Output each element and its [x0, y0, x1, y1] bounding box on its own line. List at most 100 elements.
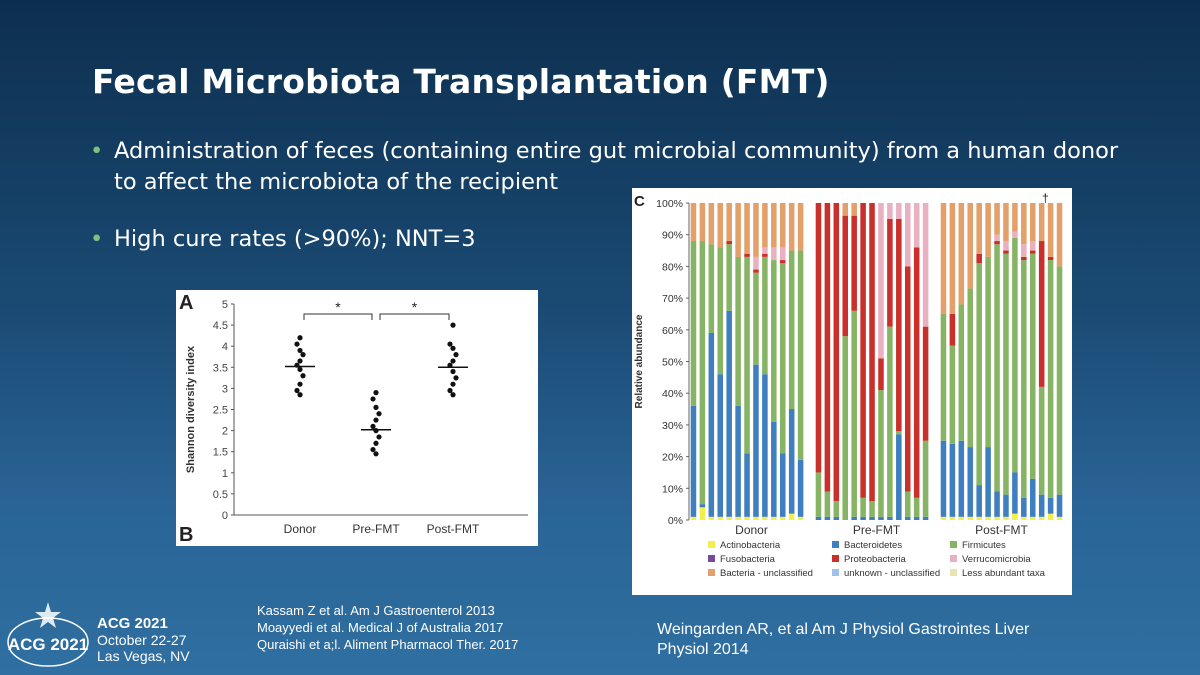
stacked-bar-segment [1047, 203, 1054, 257]
stacked-bar-segment [976, 253, 982, 264]
stacked-bar-segment [940, 516, 947, 520]
data-point [376, 434, 382, 440]
significance-bracket [303, 313, 373, 320]
stacked-bar-segment [860, 203, 866, 498]
data-point [450, 368, 456, 375]
stacked-bar-segment [788, 513, 795, 520]
stacked-bar-segment [1029, 516, 1036, 520]
stacked-bar-segment [690, 516, 697, 520]
relative-abundance-chart: C † 0% 10% 20% 30% 40% 50% 60% 70% 80% 90% 100% Relat… [632, 188, 1072, 595]
data-point [297, 392, 303, 398]
stacked-bar-segment [771, 247, 777, 261]
data-point [447, 341, 453, 347]
stacked-bar-segment [717, 516, 724, 520]
stacked-bar-segment [904, 491, 911, 517]
y-tick-label: 3.5 [213, 362, 228, 374]
data-point [373, 390, 379, 396]
data-point [453, 375, 459, 381]
stacked-bar-segment [1029, 250, 1036, 254]
stacked-bar-segment [1012, 203, 1018, 232]
stacked-bar-segment [815, 472, 822, 517]
data-point [373, 428, 379, 434]
data-point [370, 423, 376, 429]
y-tick-label: 1.5 [213, 447, 228, 459]
stacked-bar-segment [922, 326, 929, 441]
bullet-dot: • [90, 226, 104, 252]
stacked-bar-segment [797, 459, 804, 517]
stacked-bar-segment [1029, 203, 1036, 242]
stacked-bar-segment [726, 516, 732, 520]
data-point [297, 366, 303, 373]
stacked-bar-segment [797, 250, 804, 460]
stacked-bar-segment [1003, 241, 1009, 251]
stacked-bar-segment [771, 260, 777, 422]
data-point [373, 404, 379, 410]
stacked-bar-segment [1029, 478, 1036, 517]
stacked-bar-segment [904, 203, 911, 267]
data-point [447, 387, 453, 394]
stacked-bar-segment [690, 203, 697, 242]
y-tick-label: 2.5 [213, 405, 228, 417]
stacked-bar-segment [1029, 253, 1036, 479]
stacked-bar-segment [744, 203, 750, 254]
stacked-bar-segment [896, 218, 902, 432]
stacked-bar-segment [762, 374, 768, 517]
x-tick-label: Pre-FMT [352, 522, 400, 536]
stacked-bar-segment [779, 453, 786, 517]
panel-label-c: C [634, 193, 645, 210]
stacked-bar-segment [762, 516, 768, 520]
legend-swatch [708, 541, 715, 548]
legend-swatch [708, 555, 715, 562]
stacked-bar-segment [726, 310, 732, 517]
stacked-bar-segment [744, 453, 750, 517]
shannon-diversity-svg: 0 0.5 1 1.5 2 2.5 3 3.5 4 4.5 5 Shannon diversity i… [179, 292, 528, 546]
y-tick-label: 60% [662, 325, 683, 337]
stacked-bar-segment [735, 203, 741, 257]
dagger-marker: † [1042, 191, 1049, 205]
stacked-bar-segment [699, 507, 706, 520]
stacked-bar-segment [735, 516, 741, 520]
x-tick-label: Donor [284, 522, 317, 536]
reference-line: Moayyedi et al. Medical J of Australia 2… [257, 620, 504, 635]
stacked-bar-segment [797, 516, 804, 520]
group-label: Donor [735, 523, 768, 537]
stacked-bar-segment [985, 447, 991, 517]
stacked-bar-segment [860, 497, 866, 517]
stacked-bar-segment [1056, 494, 1063, 517]
stacked-bar-segment [1038, 516, 1045, 520]
stacked-bar-segment [922, 203, 929, 327]
stacked-bar-segment [824, 516, 831, 520]
stacked-bar-segment [949, 313, 956, 346]
legend-swatch [950, 555, 957, 562]
bullet-2-line-1: High cure rates (>90%); NNT=3 [114, 226, 476, 252]
stacked-bar-segment [851, 516, 857, 520]
stacked-bar-segment [717, 374, 724, 517]
data-point [300, 352, 306, 358]
y-tick-label: 10% [662, 483, 683, 495]
data-point [370, 446, 376, 453]
stacked-bar-segment [913, 516, 920, 520]
stacked-bar-segment [851, 203, 857, 216]
stacked-bar-segment [994, 203, 1000, 235]
data-point [447, 362, 453, 368]
y-tick-label: 2 [222, 426, 228, 438]
data-point [373, 451, 379, 457]
stacked-bar-segment [1047, 513, 1054, 520]
stacked-bar-segment [708, 516, 715, 520]
y-axis-label: Shannon diversity index [185, 345, 197, 473]
data-point [297, 381, 303, 387]
stacked-bar-segment [1012, 513, 1018, 520]
group-label: Pre-FMT [853, 523, 901, 537]
legend-label: unknown - unclassified [844, 568, 940, 579]
data-point [297, 358, 303, 364]
stacked-bar-segment [1021, 256, 1027, 261]
y-tick-label: 0% [668, 515, 683, 527]
stacked-bar-segment [967, 516, 974, 520]
data-point [453, 352, 459, 358]
stacked-bar-segment [1047, 256, 1054, 261]
references-left: Kassam Z et al. Am J Gastroenterol 2013 … [257, 602, 518, 653]
data-point [450, 358, 456, 364]
stacked-bar-segment [797, 203, 804, 251]
data-point [300, 373, 306, 379]
stacked-bar-segment [904, 266, 911, 492]
